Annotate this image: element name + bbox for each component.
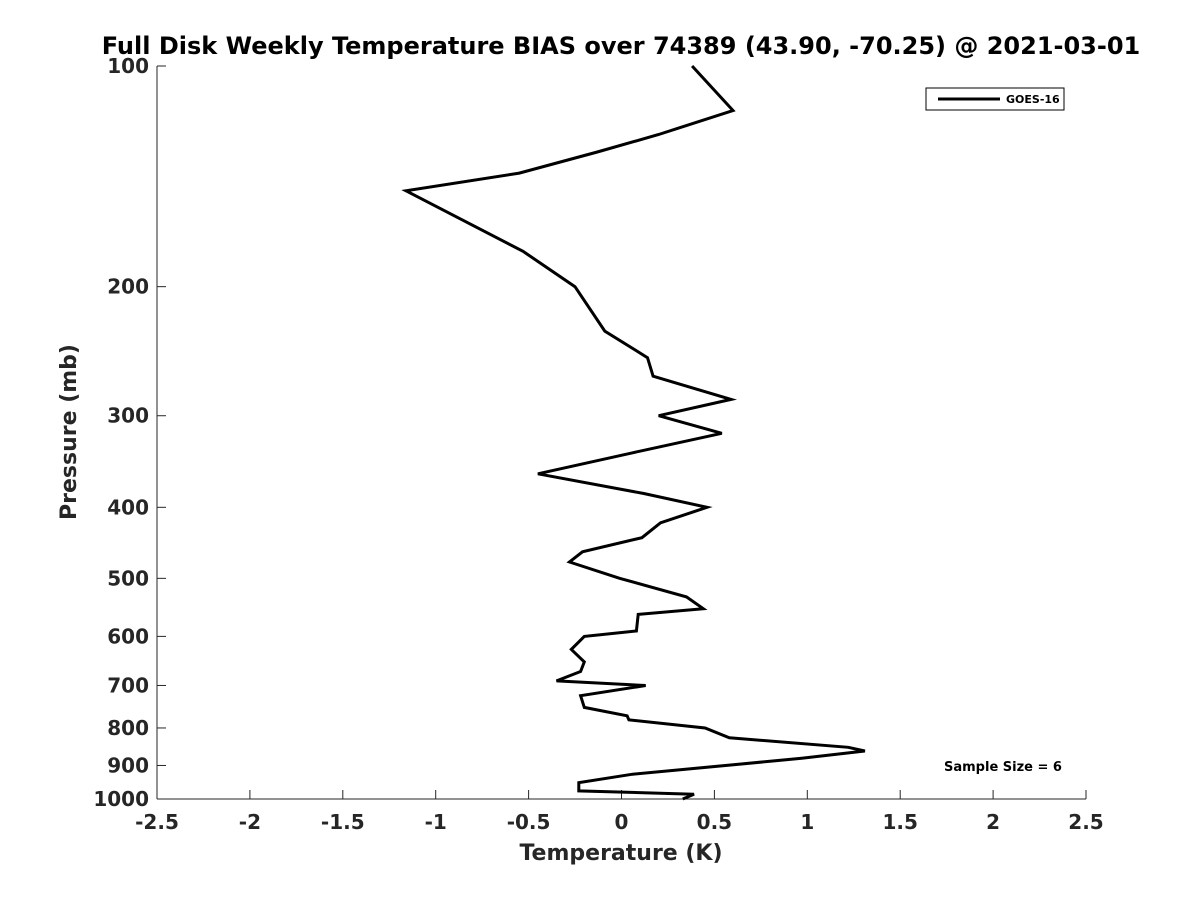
chart-title: Full Disk Weekly Temperature BIAS over 7… <box>102 32 1141 60</box>
y-tick-label: 900 <box>107 753 149 777</box>
series-layer <box>401 64 866 801</box>
x-tick-label: 1.5 <box>882 810 917 834</box>
x-tick-label: -2 <box>239 810 261 834</box>
x-tick-label: 1 <box>800 810 814 834</box>
y-tick-label: 500 <box>107 566 149 590</box>
x-axis-label: Temperature (K) <box>519 841 722 866</box>
y-tick-label: 600 <box>107 624 149 648</box>
x-axis-ticks: -2.5 -2 -1.5 -1 -0.5 0 0.5 1 1.5 2 2.5 <box>135 790 1104 834</box>
y-tick-label: 800 <box>107 716 149 740</box>
series-line-goes-16 <box>401 64 866 801</box>
x-tick-label: -1.5 <box>321 810 365 834</box>
y-tick-label: 400 <box>107 495 149 519</box>
x-tick-label: 2.5 <box>1068 810 1103 834</box>
y-tick-label: 200 <box>107 275 149 299</box>
sample-size-annotation: Sample Size = 6 <box>944 760 1062 775</box>
x-tick-label: -1 <box>425 810 447 834</box>
legend-label-goes-16: GOES-16 <box>1006 93 1060 106</box>
y-tick-label: 300 <box>107 404 149 428</box>
x-tick-label: 0.5 <box>697 810 732 834</box>
y-tick-label: 1000 <box>93 787 149 811</box>
y-tick-label: 700 <box>107 673 149 697</box>
y-tick-label: 100 <box>107 54 149 78</box>
x-tick-label: -2.5 <box>135 810 179 834</box>
x-tick-label: 0 <box>615 810 629 834</box>
y-axis-ticks: 100 200 300 400 500 600 700 800 900 1000 <box>93 54 166 811</box>
legend: GOES-16 <box>925 87 1065 111</box>
y-axis-label: Pressure (mb) <box>57 344 82 520</box>
x-tick-label: -0.5 <box>507 810 551 834</box>
x-tick-label: 2 <box>986 810 1000 834</box>
